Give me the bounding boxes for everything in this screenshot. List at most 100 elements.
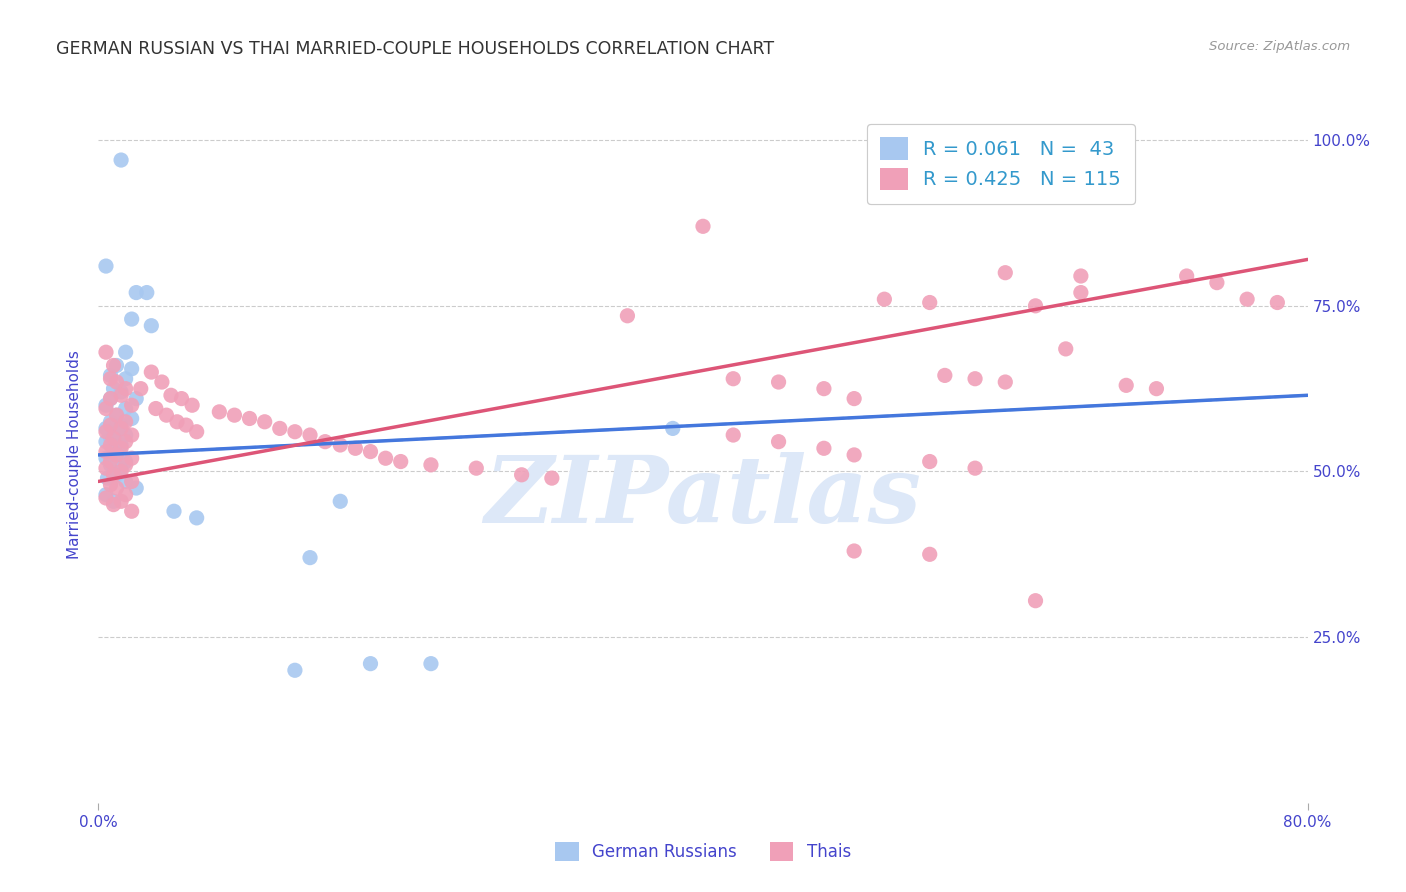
Point — [105, 467, 128, 482]
Point — [114, 488, 136, 502]
Point — [155, 408, 177, 422]
Point — [121, 475, 143, 489]
Point — [163, 504, 186, 518]
Point — [94, 425, 117, 439]
Point — [389, 454, 412, 468]
Legend: R = 0.061   N =  43, R = 0.425   N = 115: R = 0.061 N = 43, R = 0.425 N = 115 — [868, 124, 1135, 203]
Point — [94, 491, 117, 505]
Point — [723, 428, 745, 442]
Point — [94, 451, 117, 466]
Point — [1024, 299, 1046, 313]
Point — [141, 365, 163, 379]
Point — [616, 309, 638, 323]
Point — [329, 438, 352, 452]
Point — [96, 471, 118, 485]
Point — [918, 295, 941, 310]
Point — [813, 382, 835, 396]
Point — [344, 442, 367, 456]
Point — [994, 266, 1017, 280]
Point — [284, 425, 307, 439]
Point — [186, 511, 208, 525]
Point — [94, 345, 117, 359]
Point — [661, 421, 683, 435]
Point — [100, 415, 122, 429]
Point — [100, 392, 122, 406]
Text: ZIPatlas: ZIPatlas — [485, 451, 921, 541]
Point — [918, 454, 941, 468]
Point — [94, 461, 117, 475]
Point — [110, 438, 132, 452]
Point — [114, 475, 136, 489]
Point — [145, 401, 167, 416]
Point — [360, 657, 382, 671]
Point — [103, 498, 125, 512]
Point — [94, 444, 117, 458]
Point — [299, 550, 322, 565]
Point — [269, 421, 291, 435]
Point — [114, 454, 136, 468]
Point — [121, 361, 143, 376]
Point — [420, 458, 443, 472]
Point — [160, 388, 183, 402]
Point — [121, 451, 143, 466]
Point — [110, 465, 132, 479]
Point — [103, 467, 125, 482]
Point — [100, 458, 122, 472]
Point — [105, 408, 128, 422]
Point — [965, 461, 987, 475]
Point — [103, 359, 125, 373]
Point — [934, 368, 956, 383]
Point — [186, 425, 208, 439]
Point — [844, 392, 866, 406]
Point — [110, 494, 132, 508]
Point — [135, 285, 157, 300]
Point — [110, 461, 132, 475]
Point — [768, 434, 790, 449]
Point — [873, 292, 896, 306]
Point — [1236, 292, 1258, 306]
Point — [100, 477, 122, 491]
Point — [1115, 378, 1137, 392]
Point — [374, 451, 396, 466]
Point — [110, 418, 132, 433]
Point — [166, 415, 188, 429]
Point — [94, 434, 117, 449]
Point — [1206, 276, 1229, 290]
Point — [105, 375, 128, 389]
Point — [125, 481, 148, 495]
Point — [129, 382, 152, 396]
Point — [103, 442, 125, 456]
Point — [181, 398, 204, 412]
Point — [100, 372, 122, 386]
Point — [103, 494, 125, 508]
Point — [100, 392, 122, 406]
Point — [1070, 268, 1092, 283]
Point — [114, 415, 136, 429]
Text: GERMAN RUSSIAN VS THAI MARRIED-COUPLE HOUSEHOLDS CORRELATION CHART: GERMAN RUSSIAN VS THAI MARRIED-COUPLE HO… — [56, 40, 775, 58]
Text: Source: ZipAtlas.com: Source: ZipAtlas.com — [1209, 40, 1350, 54]
Point — [103, 382, 125, 396]
Point — [965, 372, 987, 386]
Point — [110, 442, 132, 456]
Point — [114, 372, 136, 386]
Point — [94, 488, 117, 502]
Point — [1024, 593, 1046, 607]
Point — [94, 401, 117, 416]
Point — [813, 442, 835, 456]
Point — [692, 219, 714, 234]
Point — [114, 428, 136, 442]
Y-axis label: Married-couple Households: Married-couple Households — [67, 351, 83, 559]
Point — [540, 471, 562, 485]
Point — [110, 153, 132, 167]
Point — [114, 458, 136, 472]
Point — [105, 359, 128, 373]
Point — [110, 384, 132, 399]
Point — [94, 259, 117, 273]
Point — [844, 544, 866, 558]
Point — [121, 312, 143, 326]
Point — [114, 382, 136, 396]
Point — [125, 285, 148, 300]
Point — [121, 504, 143, 518]
Point — [100, 368, 122, 383]
Point — [121, 428, 143, 442]
